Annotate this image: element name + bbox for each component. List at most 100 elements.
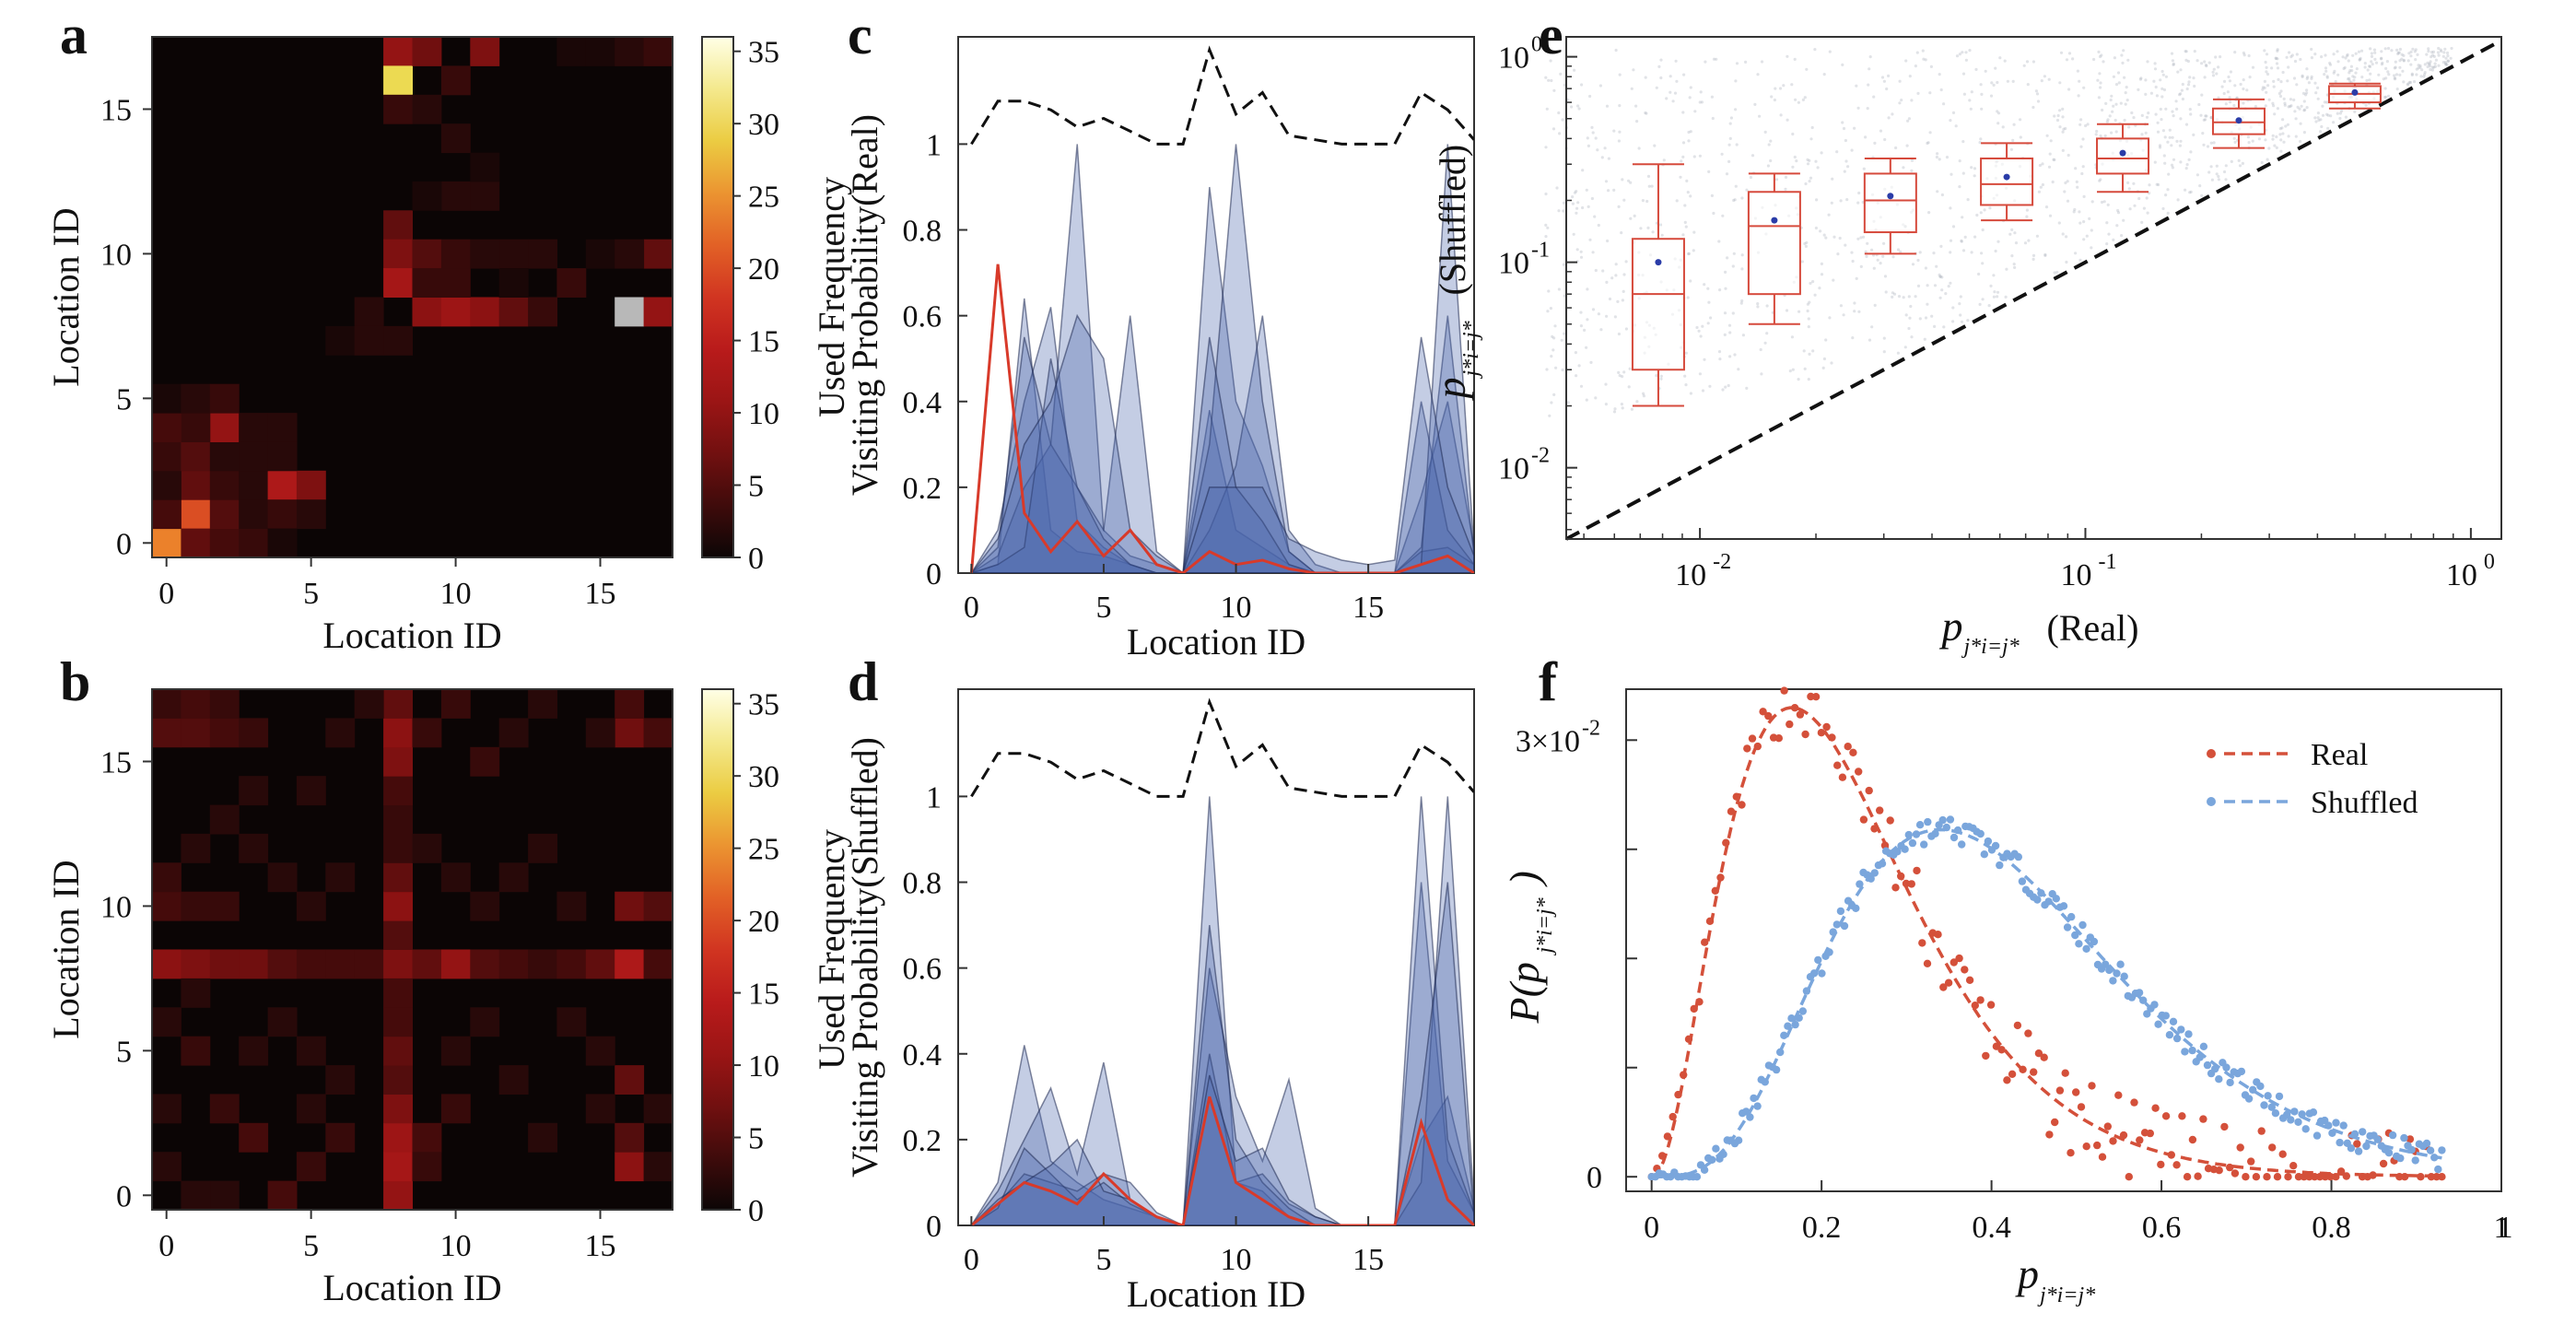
cloud-point <box>2157 182 2160 187</box>
cloud-point <box>1579 384 1584 388</box>
cloud-point <box>2098 72 2102 76</box>
x-tick-label: 10 <box>440 577 472 611</box>
cloud-point <box>1590 196 1594 201</box>
cloud-point <box>1621 299 1624 302</box>
data-point <box>2003 1076 2011 1084</box>
heatmap-cell <box>267 470 298 500</box>
cloud-point <box>2171 110 2174 113</box>
cloud-point <box>2164 75 2168 78</box>
y-tick-label: 0 <box>926 557 942 592</box>
cloud-point <box>1642 394 1645 398</box>
cloud-point <box>2401 69 2405 73</box>
cloud-point <box>2333 69 2336 73</box>
cloud-point <box>1945 156 1950 159</box>
heatmap-cell <box>383 1152 413 1182</box>
heatmap-cell <box>152 499 181 530</box>
cloud-point <box>2275 135 2278 139</box>
heatmap-cell <box>470 181 500 211</box>
cloud-point <box>2441 54 2445 58</box>
cloud-point <box>2166 140 2170 144</box>
cloud-point <box>2428 62 2431 65</box>
cloud-point <box>2065 58 2069 62</box>
data-point <box>1844 743 1852 751</box>
highlight-series-line <box>969 264 1474 573</box>
heatmap-cell <box>440 268 471 298</box>
cloud-point <box>2137 196 2141 201</box>
cloud-point <box>1821 366 1825 369</box>
cloud-point <box>2023 241 2028 245</box>
heatmap-cell <box>152 1152 181 1182</box>
data-point <box>2247 1157 2255 1166</box>
cloud-point <box>1887 74 1891 77</box>
cloud-point <box>2025 60 2030 64</box>
data-point <box>1832 920 1842 929</box>
cloud-point <box>1958 302 1961 306</box>
cloud-point <box>1545 368 1549 371</box>
cloud-point <box>1961 171 1965 175</box>
cloud-point <box>1910 158 1914 162</box>
cloud-point <box>2188 191 2192 194</box>
cloud-point <box>1841 63 1844 66</box>
data-point <box>2013 1021 2022 1030</box>
cloud-point <box>2156 130 2160 134</box>
cloud-point <box>1579 324 1583 328</box>
cloud-point <box>2009 147 2013 151</box>
cloud-point <box>2022 64 2026 67</box>
cloud-point <box>2409 54 2413 58</box>
cloud-point <box>2035 234 2039 238</box>
cloud-point <box>1902 166 1905 170</box>
data-point <box>1938 815 1947 825</box>
cloud-point <box>1774 87 1777 90</box>
cloud-point <box>1964 58 1968 62</box>
cloud-point <box>2204 114 2207 118</box>
cloud-point <box>2032 60 2035 64</box>
data-point <box>2088 1082 2096 1090</box>
data-point <box>2438 1146 2446 1154</box>
heatmap-cell <box>412 37 442 66</box>
data-point <box>2072 1088 2080 1096</box>
series-area <box>970 313 1474 573</box>
cloud-point <box>1576 201 1580 205</box>
fit-curve <box>1651 706 2442 1178</box>
cloud-point <box>1723 333 1727 336</box>
cloud-point <box>1992 83 1996 87</box>
cloud-point <box>2390 49 2394 53</box>
cloud-point <box>2082 86 2086 89</box>
cloud-point <box>1996 110 1999 113</box>
cloud-point <box>2215 72 2219 76</box>
cloud-point <box>2230 159 2233 163</box>
cloud-point <box>2325 75 2329 78</box>
cloud-point <box>2383 47 2387 51</box>
cloud-point <box>1802 349 1806 353</box>
heatmap-cell <box>296 1036 326 1066</box>
cloud-point <box>1844 243 1847 247</box>
cloud-point <box>1728 122 1732 125</box>
cloud-point <box>1822 357 1826 361</box>
data-point <box>2172 1161 2181 1169</box>
legend-marker <box>2207 749 2216 758</box>
heatmap-cell <box>239 833 269 863</box>
cloud-point <box>1687 252 1691 256</box>
cloud-point <box>2357 50 2361 53</box>
cloud-point <box>2233 84 2237 88</box>
cloud-point <box>1544 146 1548 149</box>
cloud-point <box>2412 80 2417 84</box>
legend-label: Real <box>2311 738 2368 772</box>
cloud-point <box>1765 332 1769 335</box>
cloud-point <box>2082 238 2086 241</box>
heatmap-cell <box>440 181 471 211</box>
cloud-point <box>2140 133 2144 136</box>
data-point <box>1791 1020 1799 1029</box>
cloud-point <box>2283 103 2287 107</box>
cloud-point <box>1993 290 1996 294</box>
cloud-point <box>2398 73 2402 76</box>
cloud-point <box>2353 110 2357 113</box>
heatmap-cell <box>498 862 529 893</box>
cloud-point <box>1633 214 1636 217</box>
cloud-point <box>1586 318 1589 322</box>
data-point <box>1950 958 1958 967</box>
cloud-point <box>2287 105 2290 109</box>
plot-frame <box>1565 36 2502 540</box>
heatmap-cell <box>296 470 326 500</box>
cloud-point <box>2142 206 2146 210</box>
